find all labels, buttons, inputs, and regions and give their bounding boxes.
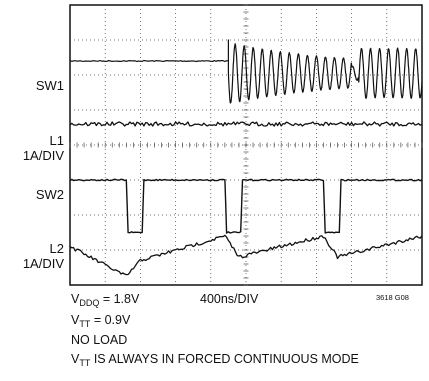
note-forced-continuous-mode: VTT IS ALWAYS IN FORCED CONTINUOUS MODE xyxy=(71,352,359,368)
time-scale-label: 400ns/DIV xyxy=(200,292,259,306)
trace-sw1 xyxy=(69,39,423,104)
note-vddq: VDDQ = 1.8V xyxy=(71,292,140,308)
trace-l1 xyxy=(69,121,423,127)
note-vtt: VTT = 0.9V xyxy=(71,313,131,329)
trace-label-sw1: SW1 xyxy=(35,78,64,93)
trace-scale-l2: 1A/DIV xyxy=(22,256,64,271)
note-no-load: NO LOAD xyxy=(71,333,128,347)
trace-l2 xyxy=(69,234,423,276)
figure-id: 3618 G08 xyxy=(376,293,409,302)
trace-scale-l1: 1A/DIV xyxy=(22,148,64,163)
trace-label-l1: L1 xyxy=(49,133,64,148)
trace-label-sw2: SW2 xyxy=(35,187,64,202)
trace-sw2 xyxy=(69,178,423,234)
trace-label-l2: L2 xyxy=(49,241,64,256)
traces xyxy=(69,39,423,276)
